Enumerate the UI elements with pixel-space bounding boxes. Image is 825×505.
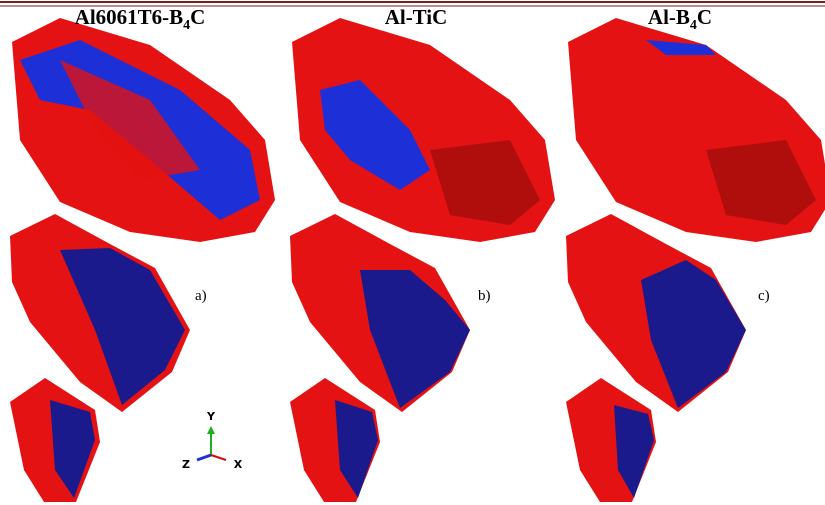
panel-c-fragments [566,18,825,502]
title-subscript: 4 [690,18,697,33]
axis-triad: Y Z X [182,410,243,471]
panel-title: Al6061T6-B4C [75,5,206,33]
panel-label: a) [195,288,207,304]
panel-title: Al-TiC [385,5,448,29]
title-part: C [190,5,205,29]
panel-label: b) [478,288,491,304]
axis-label: Z [182,458,190,471]
title-subscript: 4 [183,18,190,33]
panel-b-fragments [290,18,555,502]
title-part: Al-TiC [385,5,448,29]
panel-title: Al-B4C [648,5,712,33]
title-part: Al-B [648,5,690,29]
title-part: Al6061T6-B [75,5,184,29]
axis-label: Y [206,410,216,423]
axis-label: X [234,458,243,471]
figure: Al6061T6-B4C Al-TiC Al-B4C a) b) c) Y Z … [0,0,825,505]
panel-label: c) [758,288,770,304]
title-part: C [697,5,712,29]
panel-a-fragments [10,18,275,502]
